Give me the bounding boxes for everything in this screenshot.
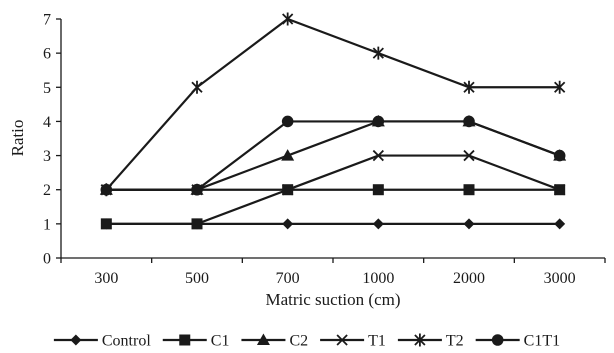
data-point-control [282,218,294,230]
data-point-t1 [554,184,566,196]
legend-item-c1: C1 [162,333,230,350]
series-t1 [100,149,566,196]
series-line-c1t1 [106,120,561,191]
series-c1t1 [100,115,566,196]
y-tick-label: 1 [43,216,51,233]
y-tick-label: 4 [43,114,51,131]
series-line-c1 [106,188,560,225]
x-axis-title: Matric suction (cm) [265,290,400,309]
data-point-control [554,218,566,230]
series-line-t1 [106,154,561,191]
series-c1 [100,184,566,230]
data-point-c1 [191,218,203,230]
x-tick-label: 3000 [544,270,576,287]
x-tick-label: 1000 [362,270,394,287]
legend-marker [256,333,270,345]
legend-item-t2: T2 [397,333,464,350]
data-point-control [372,218,384,230]
y-tick-label: 5 [43,80,51,97]
data-point-c1t1 [463,115,475,128]
data-point-t1 [282,184,294,196]
data-point-c1 [463,184,475,196]
legend-item-control: Control [53,333,151,350]
legend-label: T2 [446,333,464,350]
data-point-c1t1 [191,183,203,196]
data-point-control [463,218,475,230]
legend-item-c1t1: C1T1 [475,333,560,350]
legend-marker [179,334,191,346]
x-tick-label: 300 [94,270,118,287]
series-line-t2 [105,17,560,191]
data-point-t2 [282,12,294,26]
legend-label: Control [102,333,151,350]
legend-marker [336,334,348,346]
data-point-c2 [281,149,295,161]
data-point-t1 [372,149,384,162]
series-t2 [100,12,566,197]
y-tick-label: 3 [43,148,51,165]
data-point-t1 [463,149,475,162]
series-c2 [99,114,567,195]
y-tick-label: 0 [43,251,51,268]
legend-marker [491,334,504,346]
data-point-c1 [372,184,384,196]
data-point-c1t1 [100,183,113,196]
data-point-t2 [463,80,475,94]
data-point-t2 [554,80,566,94]
series-line-c2 [106,120,561,191]
x-tick-label: 500 [185,270,209,287]
legend-item-c2: C2 [241,333,308,350]
legend-marker [70,334,82,346]
x-tick-label: 700 [276,270,300,287]
plot-area: 0 1 2 3 4 5 6 7 300 500 700 1000 2000 3000 [43,12,606,287]
data-point-c1t1 [281,115,294,128]
y-tick-label: 7 [43,12,51,29]
legend: Control C1 C2 T1 T2 C1T1 [53,333,560,350]
legend-label: C2 [289,333,308,350]
y-axis-title: Ratio [8,120,27,157]
legend-label: T1 [368,333,386,350]
data-point-t2 [372,46,384,60]
data-point-t2 [191,80,203,94]
data-point-c1 [100,218,112,230]
y-tick-label: 6 [43,46,51,63]
legend-label: C1 [211,333,230,350]
data-point-c1t1 [372,115,385,128]
legend-item-t1: T1 [320,333,386,350]
legend-label: C1T1 [524,333,560,350]
x-tick-label: 2000 [453,270,485,287]
legend-marker [414,333,426,347]
data-point-c1t1 [553,149,566,162]
y-tick-label: 2 [43,182,51,199]
